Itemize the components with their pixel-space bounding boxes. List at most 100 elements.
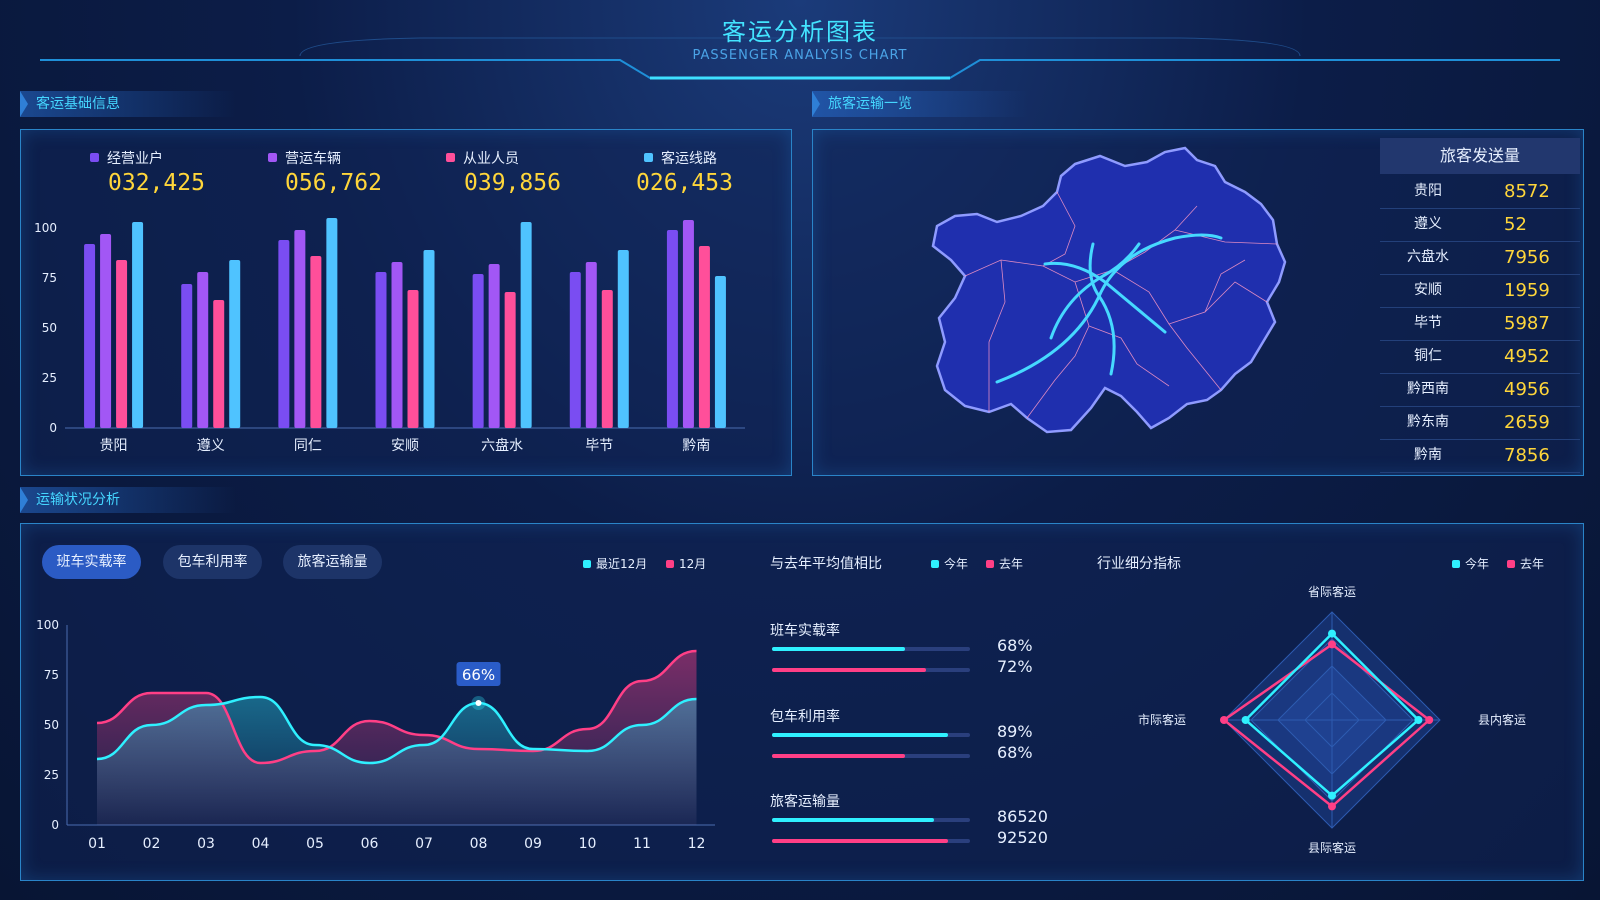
header-frame bbox=[40, 37, 1560, 80]
dispatch-row-8: 黔东南 2659 bbox=[1380, 406, 1580, 440]
bar-category-label: 毕节 bbox=[585, 438, 613, 454]
comparison-bar-this-year bbox=[772, 733, 949, 737]
stat-operators-value: 032,425 bbox=[108, 170, 205, 196]
line-y-tick: 0 bbox=[51, 818, 59, 832]
radar-axis-label: 市际客运 bbox=[1138, 712, 1186, 727]
header: 客运分析图表 PASSENGER ANALYSIS CHART bbox=[0, 0, 1600, 84]
dispatch-city: 黔西南 bbox=[1407, 381, 1449, 397]
comparison-legend-last-year: 去年 bbox=[986, 555, 1023, 572]
bar-1-2 bbox=[181, 284, 193, 428]
radar-legend-last-year: 去年 bbox=[1507, 555, 1544, 572]
bar-2-6 bbox=[585, 262, 597, 428]
bar-3-1 bbox=[116, 260, 128, 428]
comparison-value: 86520 bbox=[997, 807, 1048, 826]
bar-y-tick: 75 bbox=[42, 271, 57, 285]
dispatch-row-9: 黔南 7856 bbox=[1380, 439, 1580, 473]
page-title: 客运分析图表 bbox=[722, 18, 878, 46]
line-x-tick: 08 bbox=[470, 836, 488, 852]
tooltip-box bbox=[456, 662, 501, 686]
comparison-value: 89% bbox=[997, 722, 1033, 741]
map-region-outline bbox=[931, 146, 1287, 434]
bar-y-tick: 0 bbox=[49, 421, 57, 435]
line-y-tick: 25 bbox=[44, 768, 59, 782]
dispatch-value: 1959 bbox=[1504, 280, 1550, 301]
dispatch-value: 2659 bbox=[1504, 412, 1550, 433]
bar-y-tick: 100 bbox=[34, 221, 57, 235]
bar-3-6 bbox=[601, 290, 613, 428]
bar-3-4 bbox=[407, 290, 419, 428]
comparison-track-this-year bbox=[772, 733, 970, 737]
comparison-track-last-year bbox=[772, 668, 970, 672]
dispatch-row-6: 铜仁 4952 bbox=[1380, 340, 1580, 374]
radar-axis-label: 省际客运 bbox=[1308, 584, 1356, 599]
tab-bus-load-rate[interactable]: 班车实载率 bbox=[42, 545, 141, 579]
legend-operators: 经营业户 bbox=[90, 148, 163, 168]
radar-point bbox=[1414, 716, 1423, 724]
line-x-tick: 07 bbox=[415, 836, 433, 852]
line-x-tick: 06 bbox=[361, 836, 379, 852]
dispatch-value: 7956 bbox=[1504, 247, 1550, 268]
line-y-tick: 100 bbox=[36, 618, 59, 632]
comparison-value: 72% bbox=[997, 657, 1033, 676]
bar-category-label: 贵阳 bbox=[100, 438, 128, 454]
legend-routes: 客运线路 bbox=[644, 148, 717, 168]
tab-charter-usage[interactable]: 包车利用率 bbox=[163, 545, 262, 579]
line-x-tick: 11 bbox=[633, 836, 651, 852]
bar-category-label: 遵义 bbox=[197, 437, 225, 454]
page-subtitle: PASSENGER ANALYSIS CHART bbox=[692, 48, 908, 63]
line-legend-recent: 最近12月 bbox=[583, 555, 647, 572]
line-x-tick: 09 bbox=[524, 836, 542, 852]
bar-4-6 bbox=[617, 250, 629, 428]
radar-point bbox=[1328, 791, 1336, 800]
stat-routes-value: 026,453 bbox=[636, 170, 733, 196]
tooltip-label: 66% bbox=[462, 666, 495, 684]
line-legend-december: 12月 bbox=[666, 555, 706, 572]
stat-staff-value: 039,856 bbox=[464, 170, 561, 196]
bar-2-7 bbox=[682, 220, 694, 428]
comparison-bar-last-year bbox=[772, 839, 949, 843]
dispatch-row-7: 黔西南 4956 bbox=[1380, 373, 1580, 407]
bar-y-tick: 25 bbox=[42, 371, 57, 385]
bar-1-6 bbox=[569, 272, 581, 428]
dispatch-city: 黔东南 bbox=[1407, 414, 1449, 430]
dispatch-value: 4952 bbox=[1504, 346, 1550, 367]
bar-4-1 bbox=[132, 222, 144, 428]
bar-y-tick: 50 bbox=[42, 321, 57, 335]
comparison-label: 旅客运输量 bbox=[770, 794, 840, 810]
bar-2-3 bbox=[294, 230, 306, 428]
dispatch-city: 黔南 bbox=[1414, 447, 1442, 463]
bar-3-7 bbox=[698, 246, 710, 428]
dispatch-value: 5987 bbox=[1504, 313, 1550, 334]
dispatch-city: 安顺 bbox=[1414, 282, 1442, 298]
comparison-track-this-year bbox=[772, 647, 970, 651]
bar-1-3 bbox=[278, 240, 290, 428]
section-label-transport: 运输状况分析 bbox=[20, 487, 236, 513]
line-x-tick: 12 bbox=[688, 836, 706, 852]
comparison-bar-last-year bbox=[772, 668, 927, 672]
radar-point bbox=[1328, 802, 1336, 811]
tab-passenger-volume[interactable]: 旅客运输量 bbox=[283, 545, 382, 579]
legend-staff: 从业人员 bbox=[446, 148, 519, 168]
line-x-tick: 05 bbox=[306, 836, 324, 852]
radar-point bbox=[1425, 716, 1434, 724]
comparison-track-last-year bbox=[772, 754, 970, 758]
bar-category-label: 六盘水 bbox=[481, 437, 523, 454]
radar-legend-this-year: 今年 bbox=[1452, 555, 1489, 572]
dispatch-city: 遵义 bbox=[1414, 216, 1442, 232]
comparison-legend-this-year: 今年 bbox=[931, 555, 968, 572]
dispatch-row-4: 安顺 1959 bbox=[1380, 274, 1580, 308]
comparison-value: 92520 bbox=[997, 828, 1048, 847]
bar-1-5 bbox=[472, 274, 484, 428]
comparison-track-this-year bbox=[772, 818, 970, 822]
comparison-bar-this-year bbox=[772, 818, 935, 822]
bar-4-4 bbox=[423, 250, 435, 428]
line-series-december bbox=[96, 649, 697, 765]
comparison-bar-last-year bbox=[772, 754, 905, 758]
dispatch-city: 贵阳 bbox=[1414, 183, 1442, 199]
dispatch-city: 六盘水 bbox=[1407, 249, 1449, 265]
dispatch-city: 铜仁 bbox=[1414, 348, 1442, 364]
bar-3-5 bbox=[504, 292, 516, 428]
bar-4-3 bbox=[326, 218, 338, 428]
bar-4-2 bbox=[229, 260, 241, 428]
comparison-label: 包车利用率 bbox=[770, 709, 840, 725]
